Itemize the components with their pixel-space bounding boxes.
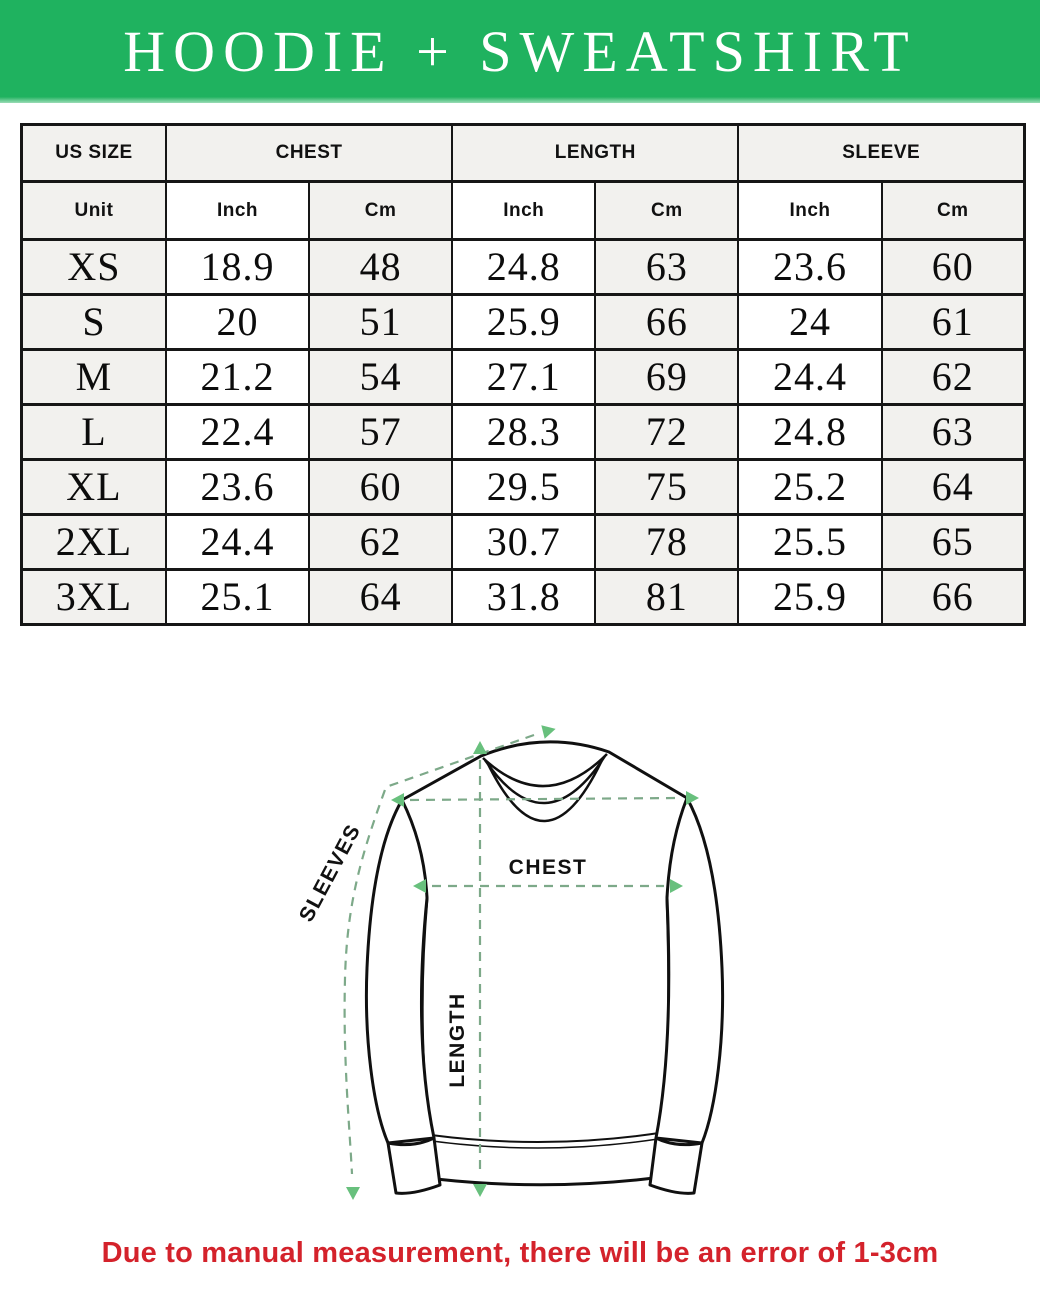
size-row-xs: XS 18.9 48 24.8 63 23.6 60 (20, 238, 1026, 296)
header-us-size: US SIZE (20, 123, 167, 183)
size-cell: L (20, 403, 167, 461)
group-header-row: US SIZE CHEST LENGTH SLEEVE (20, 123, 1026, 183)
chest-cm-cell: 64 (308, 568, 454, 626)
sleeve-cm-cell: 62 (880, 348, 1026, 406)
length-inch-cell: 25.9 (451, 293, 597, 351)
chest-label: CHEST (509, 856, 588, 879)
collar-rib-1 (482, 753, 608, 788)
header-chest-cm: Cm (308, 180, 454, 241)
page-title: HOODIE + SWEATSHIRT (123, 19, 917, 84)
title-banner: HOODIE + SWEATSHIRT (0, 0, 1040, 103)
header-length: LENGTH (451, 123, 740, 183)
size-row-s: S 20 51 25.9 66 24 61 (20, 293, 1026, 351)
length-inch-cell: 27.1 (451, 348, 597, 406)
waistband-seam-2 (431, 1138, 659, 1149)
size-cell: 2XL (20, 513, 167, 571)
sleeve-arrow-top (541, 725, 556, 739)
size-row-3xl: 3XL 25.1 64 31.8 81 25.9 66 (20, 568, 1026, 626)
sleeve-cm-cell: 64 (880, 458, 1026, 516)
measurement-disclaimer: Due to manual measurement, there will be… (101, 1237, 939, 1269)
chest-arrow-right (670, 879, 683, 893)
length-arrow-bottom (473, 1184, 487, 1197)
chest-inch-cell: 21.2 (164, 348, 311, 406)
left-cuff (386, 1136, 442, 1195)
size-chart-table: US SIZE CHEST LENGTH SLEEVE Unit Inch Cm… (20, 123, 1026, 626)
chest-cm-cell: 51 (308, 293, 454, 351)
size-cell: XL (20, 458, 167, 516)
measurement-diagram: CHEST LENGTH SLEEVES (292, 688, 762, 1233)
chest-cm-cell: 57 (308, 403, 454, 461)
sweatshirt-body (400, 740, 689, 1187)
sleeve-inch-cell: 25.9 (737, 568, 883, 626)
chest-inch-cell: 22.4 (164, 403, 311, 461)
sleeve-cm-cell: 60 (880, 238, 1026, 296)
chest-cm-cell: 60 (308, 458, 454, 516)
header-chest: CHEST (164, 123, 454, 183)
sleeve-inch-cell: 24.8 (737, 403, 883, 461)
length-cm-cell: 63 (594, 238, 740, 296)
sleeve-inch-cell: 25.2 (737, 458, 883, 516)
waistband-seam (430, 1132, 660, 1143)
header-sleeve-inch: Inch (737, 180, 883, 241)
length-cm-cell: 69 (594, 348, 740, 406)
length-arrow-top (473, 741, 487, 754)
chest-arrow-left (413, 879, 426, 893)
size-cell: S (20, 293, 167, 351)
right-cuff (648, 1136, 704, 1195)
header-chest-inch: Inch (164, 180, 311, 241)
size-cell: 3XL (20, 568, 167, 626)
size-row-xl: XL 23.6 60 29.5 75 25.2 64 (20, 458, 1026, 516)
sleeve-inch-cell: 24 (737, 293, 883, 351)
unit-header-row: Unit Inch Cm Inch Cm Inch Cm (20, 180, 1026, 241)
size-cell: M (20, 348, 167, 406)
sleeve-cm-cell: 65 (880, 513, 1026, 571)
sleeve-inch-cell: 24.4 (737, 348, 883, 406)
length-inch-cell: 31.8 (451, 568, 597, 626)
length-cm-cell: 81 (594, 568, 740, 626)
chest-inch-cell: 23.6 (164, 458, 311, 516)
length-inch-cell: 28.3 (451, 403, 597, 461)
length-inch-cell: 29.5 (451, 458, 597, 516)
chest-cm-cell: 48 (308, 238, 454, 296)
sleeve-arrow-bottom (346, 1187, 360, 1200)
chest-inch-cell: 18.9 (164, 238, 311, 296)
header-sleeve-cm: Cm (880, 180, 1026, 241)
sleeve-measure-line (343, 733, 535, 1175)
chest-inch-cell: 20 (164, 293, 311, 351)
size-row-m: M 21.2 54 27.1 69 24.4 62 (20, 348, 1026, 406)
sleeves-label: SLEEVES (295, 820, 366, 926)
sleeve-inch-cell: 25.5 (737, 513, 883, 571)
length-inch-cell: 30.7 (451, 513, 597, 571)
chest-cm-cell: 54 (308, 348, 454, 406)
sleeve-cm-cell: 61 (880, 293, 1026, 351)
length-cm-cell: 75 (594, 458, 740, 516)
collar-rib-2 (483, 755, 607, 805)
shoulder-measure-line (409, 796, 681, 802)
header-length-cm: Cm (594, 180, 740, 241)
length-cm-cell: 78 (594, 513, 740, 571)
collar-rib-3 (485, 757, 605, 823)
sleeve-inch-cell: 23.6 (737, 238, 883, 296)
chest-inch-cell: 25.1 (164, 568, 311, 626)
header-length-inch: Inch (451, 180, 597, 241)
shoulder-arrow-right (686, 791, 699, 805)
header-unit: Unit (20, 180, 167, 241)
chest-inch-cell: 24.4 (164, 513, 311, 571)
sweatshirt-drawing: CHEST LENGTH SLEEVES (295, 725, 725, 1200)
size-row-l: L 22.4 57 28.3 72 24.8 63 (20, 403, 1026, 461)
sleeve-cm-cell: 63 (880, 403, 1026, 461)
chest-cm-cell: 62 (308, 513, 454, 571)
length-cm-cell: 72 (594, 403, 740, 461)
length-inch-cell: 24.8 (451, 238, 597, 296)
size-chart-section: US SIZE CHEST LENGTH SLEEVE Unit Inch Cm… (20, 123, 1026, 626)
length-label: LENGTH (446, 992, 469, 1087)
sleeve-cm-cell: 66 (880, 568, 1026, 626)
size-cell: XS (20, 238, 167, 296)
size-row-2xl: 2XL 24.4 62 30.7 78 25.5 65 (20, 513, 1026, 571)
length-cm-cell: 66 (594, 293, 740, 351)
header-sleeve: SLEEVE (737, 123, 1026, 183)
shoulder-arrow-left (391, 793, 404, 807)
